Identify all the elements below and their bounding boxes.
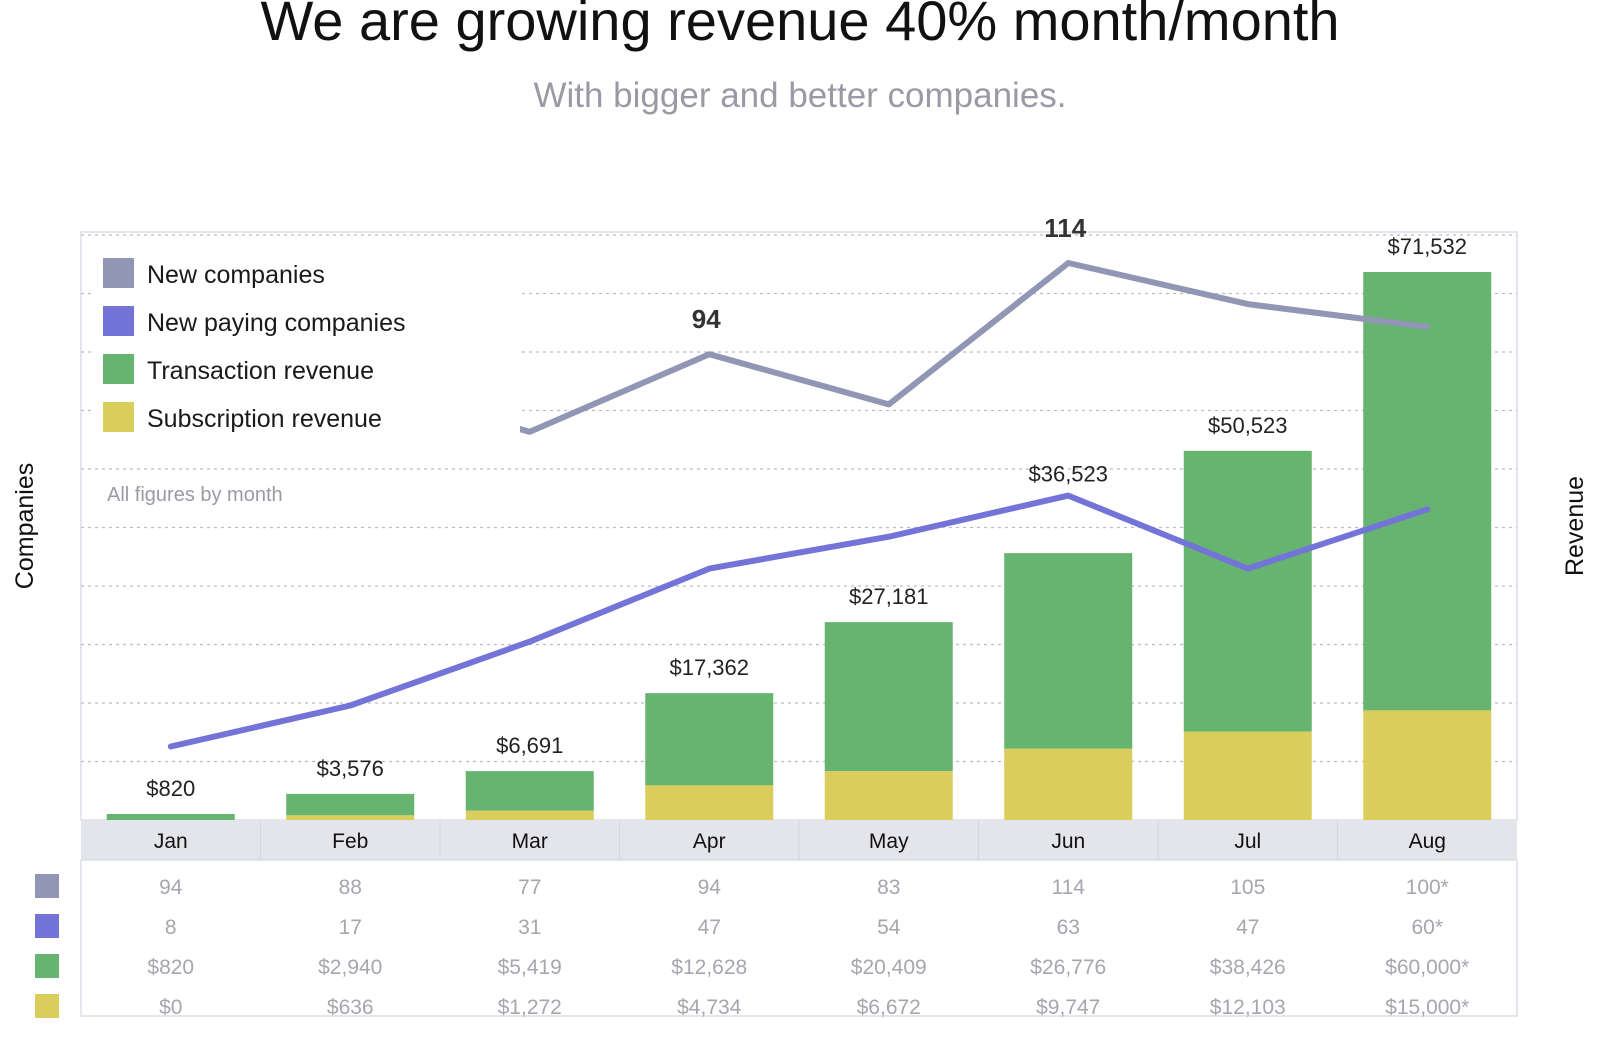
table-cell: $26,776 [1030, 956, 1106, 979]
transaction-revenue-bar [465, 771, 594, 811]
page-title: We are growing revenue 40% month/month [260, 0, 1340, 52]
table-cell: $0 [159, 996, 182, 1019]
table-cell: $4,734 [677, 996, 742, 1019]
transaction-revenue-bar [824, 622, 953, 772]
table-cell: 100* [1406, 876, 1449, 899]
subscription-revenue-bar [286, 815, 415, 820]
legend-label: New companies [147, 261, 325, 289]
table-row-swatch [35, 954, 59, 978]
bar-total-label: $6,691 [496, 733, 563, 758]
bar-total-label: $36,523 [1028, 462, 1108, 487]
table-cell: 47 [1236, 916, 1259, 939]
legend-background [92, 244, 520, 442]
chart-note: All figures by month [107, 484, 283, 506]
bar-total-label: $820 [146, 776, 195, 801]
bar-total-label: $27,181 [849, 584, 929, 609]
bar-total-label: $17,362 [669, 655, 749, 680]
peak-annotation: 114 [1044, 213, 1086, 243]
new-paying-companies-line [167, 492, 1431, 750]
table-cell: $6,672 [857, 996, 921, 1019]
table-cell: 17 [339, 916, 362, 939]
table-cell: $60,000* [1385, 956, 1469, 979]
transaction-revenue-bar [1004, 553, 1133, 749]
table-cell: 31 [518, 916, 541, 939]
table-cell: $636 [327, 996, 374, 1019]
table-cell: 60* [1411, 916, 1443, 939]
page-subtitle: With bigger and better companies. [533, 76, 1067, 115]
month-label: Jan [154, 830, 188, 853]
peak-annotation: 94 [692, 304, 721, 334]
legend-swatch [103, 306, 134, 336]
legend-swatch [103, 354, 134, 384]
table-cell: 54 [877, 916, 901, 939]
subscription-revenue-bar [1004, 748, 1133, 820]
month-label: Jun [1051, 830, 1085, 853]
table-body-frame [80, 859, 1518, 1017]
table-row-swatch [35, 914, 59, 938]
legend-swatch [103, 402, 134, 432]
subscription-revenue-bar [1363, 710, 1492, 820]
table-cell: $5,419 [498, 956, 562, 979]
subscription-revenue-bar [465, 810, 594, 820]
transaction-revenue-bar [1363, 272, 1492, 711]
table-cell: 77 [518, 876, 541, 899]
month-label: Mar [512, 830, 548, 853]
table-cell: $1,272 [498, 996, 562, 1019]
table-cell: $2,940 [318, 956, 382, 979]
month-label: May [869, 830, 909, 853]
transaction-revenue-bar [106, 814, 235, 820]
table-cell: $9,747 [1036, 996, 1100, 1019]
table-cell: $820 [147, 956, 194, 979]
table-cell: $15,000* [1385, 996, 1469, 1019]
legend-swatch [103, 258, 134, 288]
legend: New companies New paying companies Transac… [92, 244, 520, 442]
table-row-swatch [35, 994, 59, 1018]
table-cell: $20,409 [851, 956, 927, 979]
month-label: Jul [1234, 830, 1261, 853]
month-label: Apr [693, 830, 726, 853]
bar-total-label: $71,532 [1387, 234, 1467, 259]
transaction-revenue-bar [645, 693, 774, 786]
data-labels: $820 $3,576 $6,691 $17,362 $27,181 $36,523 $50… [146, 213, 1467, 801]
month-label: Aug [1409, 830, 1446, 853]
transaction-revenue-bar [286, 793, 415, 816]
table-cell: $12,103 [1210, 996, 1286, 1019]
table-cell: $12,628 [671, 956, 747, 979]
table-cell: 47 [698, 916, 721, 939]
month-label: Feb [332, 830, 368, 853]
bar-total-label: $50,523 [1208, 413, 1288, 438]
table-cell: 94 [159, 876, 183, 899]
legend-label: Transaction revenue [147, 357, 374, 385]
legend-label: Subscription revenue [147, 405, 382, 433]
table-cell: 105 [1230, 876, 1265, 899]
transaction-revenue-bar [1183, 450, 1312, 732]
table-row-swatch [35, 874, 59, 898]
left-axis-title: Companies [11, 463, 39, 589]
table-cell: 63 [1057, 916, 1080, 939]
subscription-revenue-bar [824, 771, 953, 820]
legend-label: New paying companies [147, 309, 405, 337]
table-cell: 88 [339, 876, 362, 899]
table-cell: 83 [877, 876, 900, 899]
table-cell: 114 [1052, 876, 1086, 899]
table-cell: 94 [698, 876, 722, 899]
table-cell: $38,426 [1210, 956, 1286, 979]
right-axis-title: Revenue [1561, 476, 1589, 576]
bar-total-label: $3,576 [317, 756, 384, 781]
data-table: Jan Feb Mar Apr May Jun Jul Aug 94 88 77 94 83 114 105… [35, 820, 1518, 1019]
revenue-bars [106, 272, 1492, 820]
subscription-revenue-bar [645, 785, 774, 820]
table-cell: 8 [165, 916, 177, 939]
subscription-revenue-bar [1183, 731, 1312, 820]
